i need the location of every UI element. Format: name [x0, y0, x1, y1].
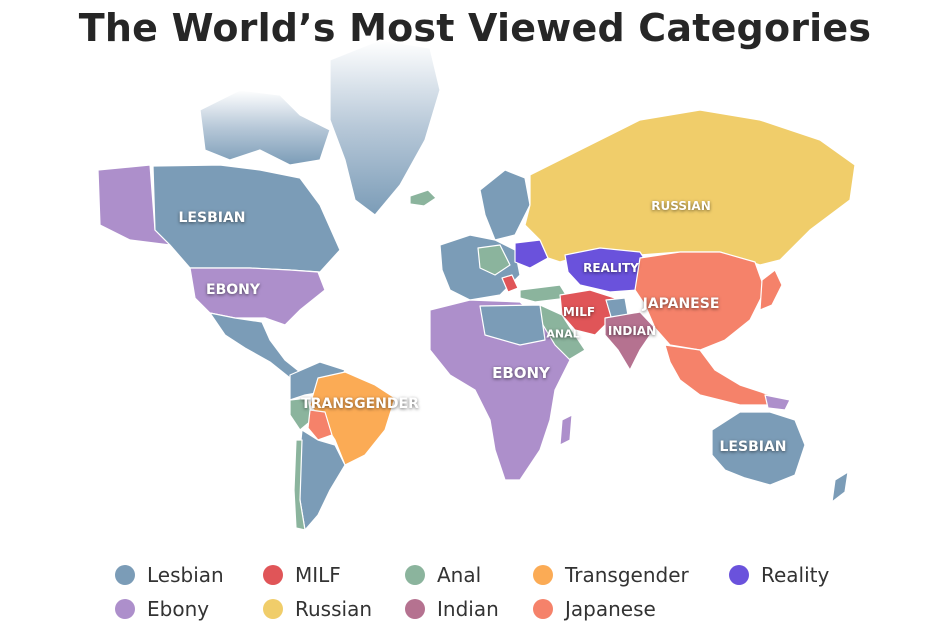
region-bolivia — [307, 409, 333, 441]
region-russia — [524, 109, 856, 266]
legend-item-milf: MILF — [263, 563, 405, 587]
region-india — [604, 311, 656, 371]
region-usa — [189, 267, 326, 326]
legend-dot-icon — [263, 565, 283, 585]
legend-dot-icon — [263, 599, 283, 619]
map-label: JAPANESE — [642, 296, 720, 312]
region-canada — [152, 164, 341, 273]
map-label: MILF — [562, 305, 596, 319]
page-title: The World’s Most Viewed Categories — [78, 6, 872, 50]
map-label: RUSSIAN — [651, 199, 711, 213]
region-greenland — [329, 39, 441, 216]
legend-dot-icon — [729, 565, 749, 585]
region-scandinavia — [479, 169, 531, 241]
legend-item-transgender: Transgender — [533, 563, 729, 587]
map-label: EBONY — [492, 364, 550, 382]
region-se-asia — [664, 344, 781, 406]
legend-item-lesbian: Lesbian — [115, 563, 263, 587]
region-north-africa — [479, 304, 546, 346]
legend-item-anal: Anal — [405, 563, 533, 587]
legend: Lesbian MILF Anal Transgender Reality Eb… — [115, 558, 855, 626]
legend-dot-icon — [533, 599, 553, 619]
legend-item-japanese: Japanese — [533, 597, 729, 621]
legend-item-indian: Indian — [405, 597, 533, 621]
legend-dot-icon — [115, 565, 135, 585]
world-map — [97, 39, 856, 531]
region-turkey — [519, 284, 569, 303]
region-iceland — [409, 189, 437, 207]
legend-dot-icon — [405, 565, 425, 585]
legend-dot-icon — [405, 599, 425, 619]
map-label: INDIAN — [607, 324, 657, 338]
legend-item-ebony: Ebony — [115, 597, 263, 621]
legend-item-reality: Reality — [729, 563, 849, 587]
map-label: LESBIAN — [178, 210, 246, 226]
map-label: LESBIAN — [719, 439, 787, 455]
legend-row-2: Ebony Russian Indian Japanese — [115, 592, 855, 626]
region-peru — [289, 397, 313, 431]
legend-item-russian: Russian — [263, 597, 405, 621]
legend-row-1: Lesbian MILF Anal Transgender Reality — [115, 558, 855, 592]
legend-dot-icon — [533, 565, 553, 585]
region-ukraine — [514, 239, 549, 269]
region-europe-central — [477, 244, 511, 276]
region-new-zealand — [831, 471, 849, 503]
map-label: EBONY — [206, 282, 260, 298]
map-label: REALITY — [583, 261, 639, 275]
region-japan — [759, 269, 783, 311]
map-label: TRANSGENDER — [301, 396, 419, 412]
region-australia — [711, 411, 806, 486]
region-papua — [764, 394, 791, 411]
legend-dot-icon — [115, 599, 135, 619]
region-canada-arctic — [199, 89, 331, 166]
region-chile — [293, 439, 306, 531]
region-balkans — [501, 274, 519, 293]
map-label: ANAL — [546, 327, 580, 341]
region-madagascar — [559, 414, 573, 446]
region-china — [634, 251, 766, 351]
